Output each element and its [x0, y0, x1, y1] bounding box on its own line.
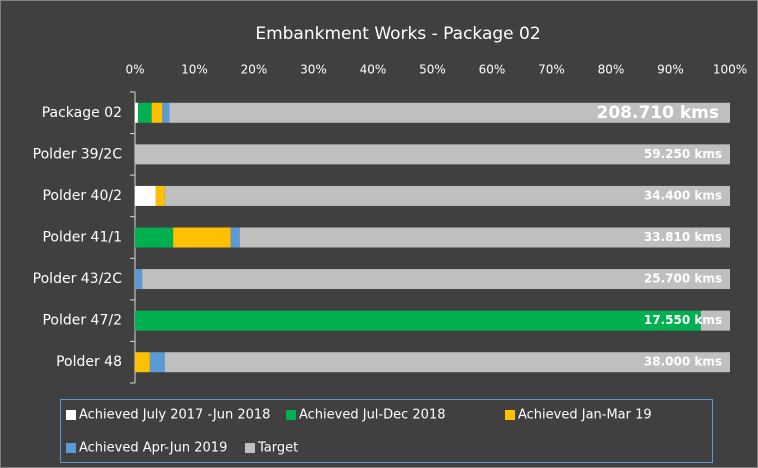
bar-segment [135, 310, 701, 331]
bar-segment [135, 144, 730, 165]
x-tick-label: 40% [360, 63, 387, 77]
x-tick-label: 70% [538, 63, 565, 77]
x-tick-label: 10% [181, 63, 208, 77]
bar-segment [169, 102, 730, 123]
y-tick-label: Polder 47/2 [42, 313, 122, 329]
legend-label: Achieved Jul-Dec 2018 [299, 408, 446, 423]
x-tick-label: 0% [125, 63, 144, 77]
x-tick-label: 20% [241, 63, 268, 77]
bar-segment [239, 227, 730, 248]
bar-segment [164, 185, 730, 206]
bar-segment [135, 352, 150, 373]
bar-segment [230, 227, 240, 248]
x-tick-label: 80% [598, 63, 625, 77]
legend-swatch [66, 443, 76, 453]
bar-label: 25.700 kms [644, 272, 722, 286]
bar-segment [137, 102, 152, 123]
legend-swatch [505, 410, 515, 420]
legend-swatch [66, 410, 76, 420]
bar-segment [149, 352, 165, 373]
legend-label: Achieved July 2017 -Jun 2018 [79, 408, 270, 423]
bar-segment [135, 102, 138, 123]
bar-label: 33.810 kms [644, 230, 722, 244]
legend-frame [60, 399, 713, 463]
bar-segment [151, 102, 163, 123]
chart-title: Embankment Works - Package 02 [255, 24, 540, 44]
bar-label: 208.710 kms [597, 103, 720, 123]
bar-label: 34.400 kms [644, 188, 722, 202]
y-tick-label: Polder 43/2C [33, 271, 123, 287]
legend-swatch [245, 443, 255, 453]
bar-segment [700, 310, 730, 331]
x-tick-label: 30% [300, 63, 327, 77]
bar-segment [142, 269, 730, 290]
x-tick-label: 100% [713, 63, 747, 77]
legend-label: Achieved Jan-Mar 19 [518, 408, 652, 423]
x-tick-label: 60% [479, 63, 506, 77]
bar-segment [135, 269, 143, 290]
legend-swatch [286, 410, 296, 420]
y-tick-label: Polder 39/2C [33, 146, 123, 162]
x-tick-label: 50% [419, 63, 446, 77]
bar-segment [135, 227, 174, 248]
bar-segment [164, 352, 730, 373]
y-tick-label: Package 02 [42, 105, 122, 121]
legend-label: Achieved Apr-Jun 2019 [79, 441, 227, 456]
bar-segment [135, 185, 156, 206]
legend-label: Target [257, 441, 298, 456]
y-tick-label: Polder 48 [56, 354, 122, 370]
bar-segment [173, 227, 231, 248]
y-tick-label: Polder 40/2 [42, 188, 122, 204]
bar-label: 38.000 kms [644, 355, 722, 369]
x-tick-label: 90% [657, 63, 684, 77]
bar-label: 17.550 kms [644, 313, 722, 327]
y-tick-label: Polder 41/1 [42, 230, 122, 246]
bar-segment [162, 102, 170, 123]
bar-segment [155, 185, 165, 206]
bar-label: 59.250 kms [644, 147, 722, 161]
